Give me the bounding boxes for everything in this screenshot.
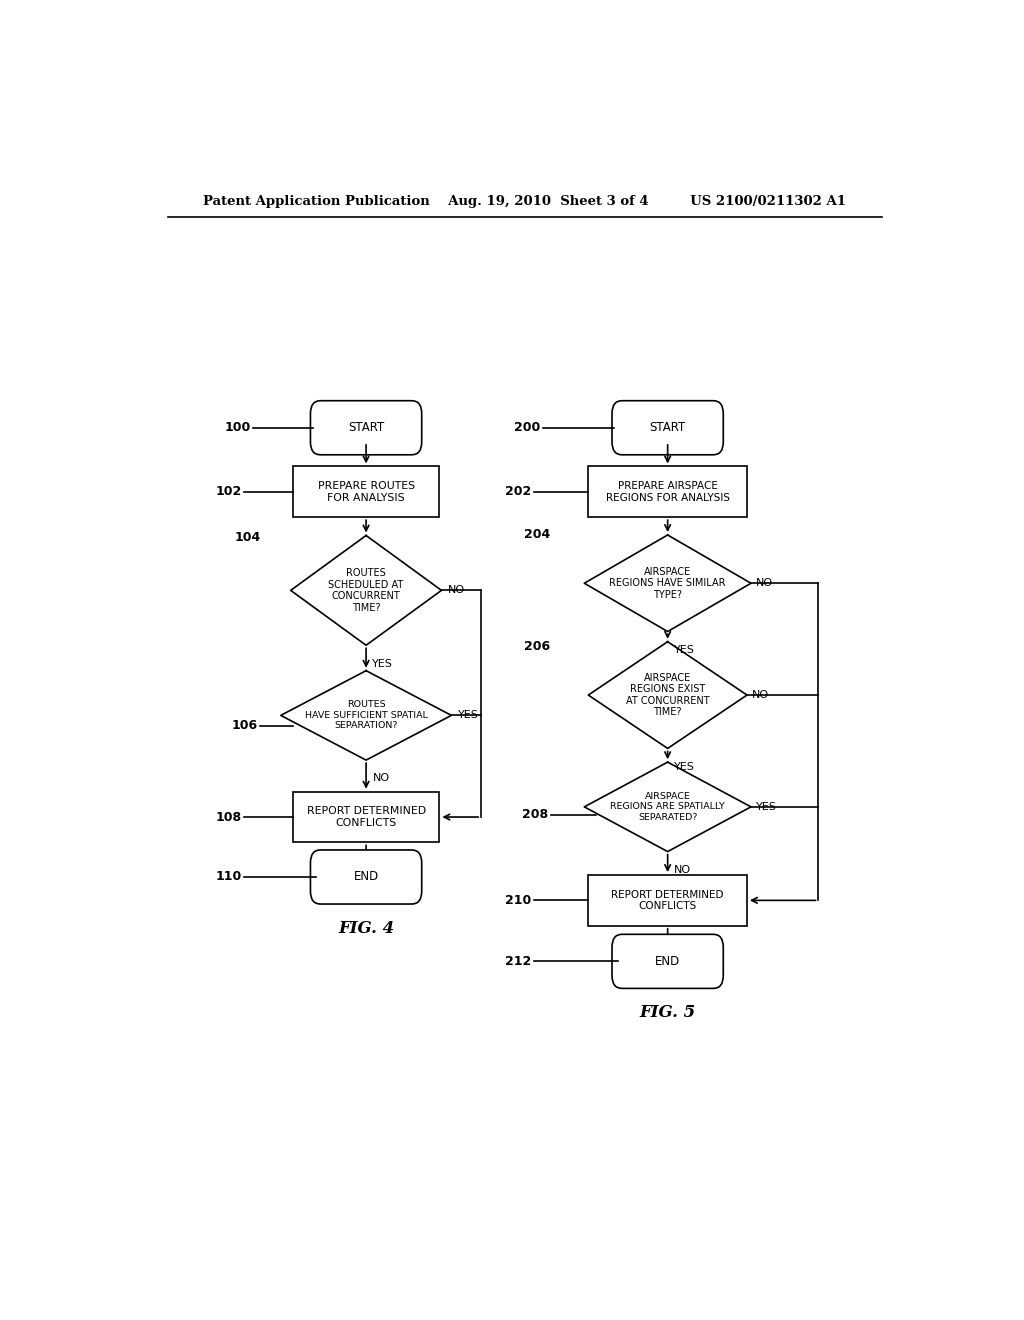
FancyBboxPatch shape <box>612 401 723 455</box>
Text: AIRSPACE
REGIONS ARE SPATIALLY
SEPARATED?: AIRSPACE REGIONS ARE SPATIALLY SEPARATED… <box>610 792 725 822</box>
Text: 102: 102 <box>215 486 242 498</box>
FancyBboxPatch shape <box>293 792 439 842</box>
Text: 104: 104 <box>234 531 260 544</box>
Text: END: END <box>353 870 379 883</box>
Text: NO: NO <box>756 578 773 589</box>
Text: NO: NO <box>447 585 465 595</box>
Text: START: START <box>649 421 686 434</box>
Text: 200: 200 <box>514 421 541 434</box>
Text: ROUTES
HAVE SUFFICIENT SPATIAL
SEPARATION?: ROUTES HAVE SUFFICIENT SPATIAL SEPARATIO… <box>305 701 427 730</box>
Text: 202: 202 <box>505 486 531 498</box>
Text: REPORT DETERMINED
CONFLICTS: REPORT DETERMINED CONFLICTS <box>611 890 724 911</box>
Text: 100: 100 <box>224 421 251 434</box>
Text: YES: YES <box>756 801 776 812</box>
Text: FIG. 4: FIG. 4 <box>338 920 394 937</box>
Text: YES: YES <box>674 762 695 772</box>
FancyBboxPatch shape <box>293 466 439 517</box>
Text: YES: YES <box>674 645 695 655</box>
FancyBboxPatch shape <box>588 875 748 925</box>
Text: 110: 110 <box>215 870 242 883</box>
Text: REPORT DETERMINED
CONFLICTS: REPORT DETERMINED CONFLICTS <box>306 807 426 828</box>
Text: NO: NO <box>752 690 769 700</box>
Text: END: END <box>655 954 680 968</box>
Text: PREPARE ROUTES
FOR ANALYSIS: PREPARE ROUTES FOR ANALYSIS <box>317 480 415 503</box>
FancyBboxPatch shape <box>588 466 748 517</box>
Polygon shape <box>588 642 748 748</box>
Polygon shape <box>585 535 751 631</box>
Text: START: START <box>348 421 384 434</box>
Polygon shape <box>585 762 751 851</box>
Text: ROUTES
SCHEDULED AT
CONCURRENT
TIME?: ROUTES SCHEDULED AT CONCURRENT TIME? <box>329 568 403 612</box>
Text: YES: YES <box>458 710 478 721</box>
Text: 210: 210 <box>505 894 531 907</box>
Text: 108: 108 <box>215 810 242 824</box>
FancyBboxPatch shape <box>612 935 723 989</box>
Polygon shape <box>281 671 452 760</box>
Text: PREPARE AIRSPACE
REGIONS FOR ANALYSIS: PREPARE AIRSPACE REGIONS FOR ANALYSIS <box>605 480 730 503</box>
Text: 212: 212 <box>505 954 531 968</box>
Text: NO: NO <box>674 865 691 875</box>
Text: AIRSPACE
REGIONS EXIST
AT CONCURRENT
TIME?: AIRSPACE REGIONS EXIST AT CONCURRENT TIM… <box>626 673 710 718</box>
Text: NO: NO <box>373 774 389 783</box>
Text: Patent Application Publication    Aug. 19, 2010  Sheet 3 of 4         US 2100/02: Patent Application Publication Aug. 19, … <box>204 194 846 207</box>
Text: FIG. 5: FIG. 5 <box>640 1003 695 1020</box>
FancyBboxPatch shape <box>310 401 422 455</box>
Text: 206: 206 <box>524 640 550 653</box>
Text: YES: YES <box>373 659 393 668</box>
Polygon shape <box>291 536 441 645</box>
FancyBboxPatch shape <box>310 850 422 904</box>
Text: 106: 106 <box>231 719 257 733</box>
Text: 204: 204 <box>524 528 550 541</box>
Text: 208: 208 <box>522 808 549 821</box>
Text: AIRSPACE
REGIONS HAVE SIMILAR
TYPE?: AIRSPACE REGIONS HAVE SIMILAR TYPE? <box>609 566 726 599</box>
